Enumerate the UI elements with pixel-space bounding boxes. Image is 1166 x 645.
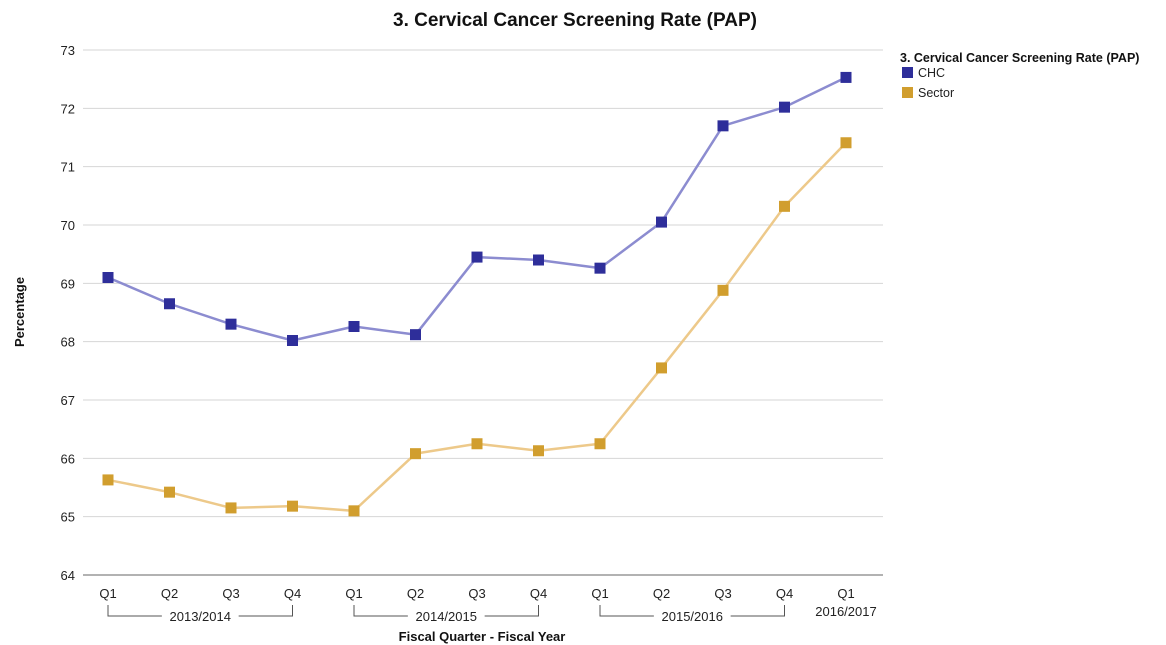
data-point-chc [410,329,421,341]
x-tick-label: Q1 [345,586,362,601]
y-tick-label: 68 [61,335,75,350]
data-point-chc [471,251,483,263]
y-tick-label: 67 [61,393,75,408]
data-point-chc [717,120,729,132]
x-tick-label: Q3 [222,586,239,601]
data-point-chc [656,216,667,228]
data-point-sector [348,505,360,517]
data-point-chc [102,272,114,283]
y-tick-label: 66 [61,451,75,466]
data-point-sector [533,445,544,457]
data-point-chc [840,71,852,83]
y-tick-label: 65 [61,510,75,525]
x-tick-label: Q1 [591,586,608,601]
data-point-sector [410,448,421,460]
year-bracket [353,605,408,617]
x-tick-label: Q3 [714,586,731,601]
year-bracket [484,605,539,617]
y-tick-label: 71 [61,160,75,175]
x-tick-label: Q1 [837,586,854,601]
y-tick-label: 73 [61,43,75,58]
y-axis-label: Percentage [12,277,27,347]
year-group-label: 2013/2014 [170,609,231,624]
data-point-sector [102,474,114,486]
data-point-sector [840,137,852,149]
year-group-label: 2016/2017 [815,604,876,619]
data-point-chc [287,335,298,346]
data-point-chc [779,101,790,113]
y-axis-ticks: 64 65 66 67 68 69 70 71 72 73 [61,43,75,583]
x-tick-label: Q3 [468,586,485,601]
data-point-sector [287,500,298,512]
year-bracket [238,605,293,617]
series-line-sector [107,141,847,513]
year-bracket [599,605,654,617]
x-tick-label: Q4 [530,586,547,601]
y-tick-label: 64 [61,568,75,583]
x-tick-label: Q1 [99,586,116,601]
legend-title: 3. Cervical Cancer Screening Rate (PAP) [900,51,1139,65]
legend-label-chc: CHC [918,66,945,80]
gridlines [83,49,883,518]
chart-title: 3. Cervical Cancer Screening Rate (PAP) [393,10,757,31]
year-group-label: 2014/2015 [416,609,477,624]
data-point-sector [471,438,483,450]
data-point-chc [533,254,544,266]
data-point-sector [164,486,175,498]
x-tick-label: Q4 [284,586,301,601]
data-point-chc [348,321,360,332]
data-point-chc [225,318,237,330]
x-axis-year-groups: 2013/2014 2014/2015 2015/2016 2016/2017 [107,604,877,624]
year-bracket [730,605,785,617]
series-line-chc [107,76,847,342]
legend-swatch-sector [902,87,913,98]
data-point-sector [779,200,790,212]
y-tick-label: 70 [61,218,75,233]
x-axis-ticks: Q1 Q2 Q3 Q4 Q1 Q2 Q3 Q4 Q1 Q2 Q3 Q4 Q1 [99,586,854,601]
data-point-sector [594,438,606,450]
x-tick-label: Q2 [407,586,424,601]
data-point-chc [594,262,606,274]
legend: 3. Cervical Cancer Screening Rate (PAP) … [900,51,1139,100]
legend-swatch-chc [902,67,913,78]
x-tick-label: Q2 [161,586,178,601]
y-tick-label: 72 [61,101,75,116]
x-axis-label: Fiscal Quarter - Fiscal Year [399,629,566,644]
data-point-sector [225,502,237,514]
legend-label-sector: Sector [918,86,954,100]
x-tick-label: Q4 [776,586,793,601]
data-point-sector [717,284,729,296]
data-point-chc [164,298,175,310]
year-group-label: 2015/2016 [662,609,723,624]
year-bracket [107,605,162,617]
series-points [102,71,852,517]
data-point-sector [656,362,667,374]
x-tick-label: Q2 [653,586,670,601]
y-tick-label: 69 [61,276,75,291]
